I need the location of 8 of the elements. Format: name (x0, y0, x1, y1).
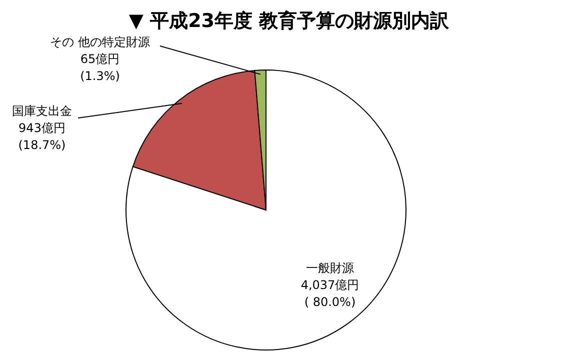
data-label: 65億円 (1.3%) (80, 52, 120, 83)
slice-label: 国庫支出金 (12, 104, 72, 118)
data-label: 4,037億円 ( 80.0%) (300, 278, 360, 309)
chart-title: ▼ 平成23年度 教育予算の財源別内訳 (128, 10, 450, 32)
data-label: 943億円 (18.7%) (18, 121, 66, 152)
slice-label: その 他の特定財源 (50, 35, 150, 49)
pie-slice (126, 70, 406, 350)
slice-label: 一般財源 (306, 261, 354, 275)
